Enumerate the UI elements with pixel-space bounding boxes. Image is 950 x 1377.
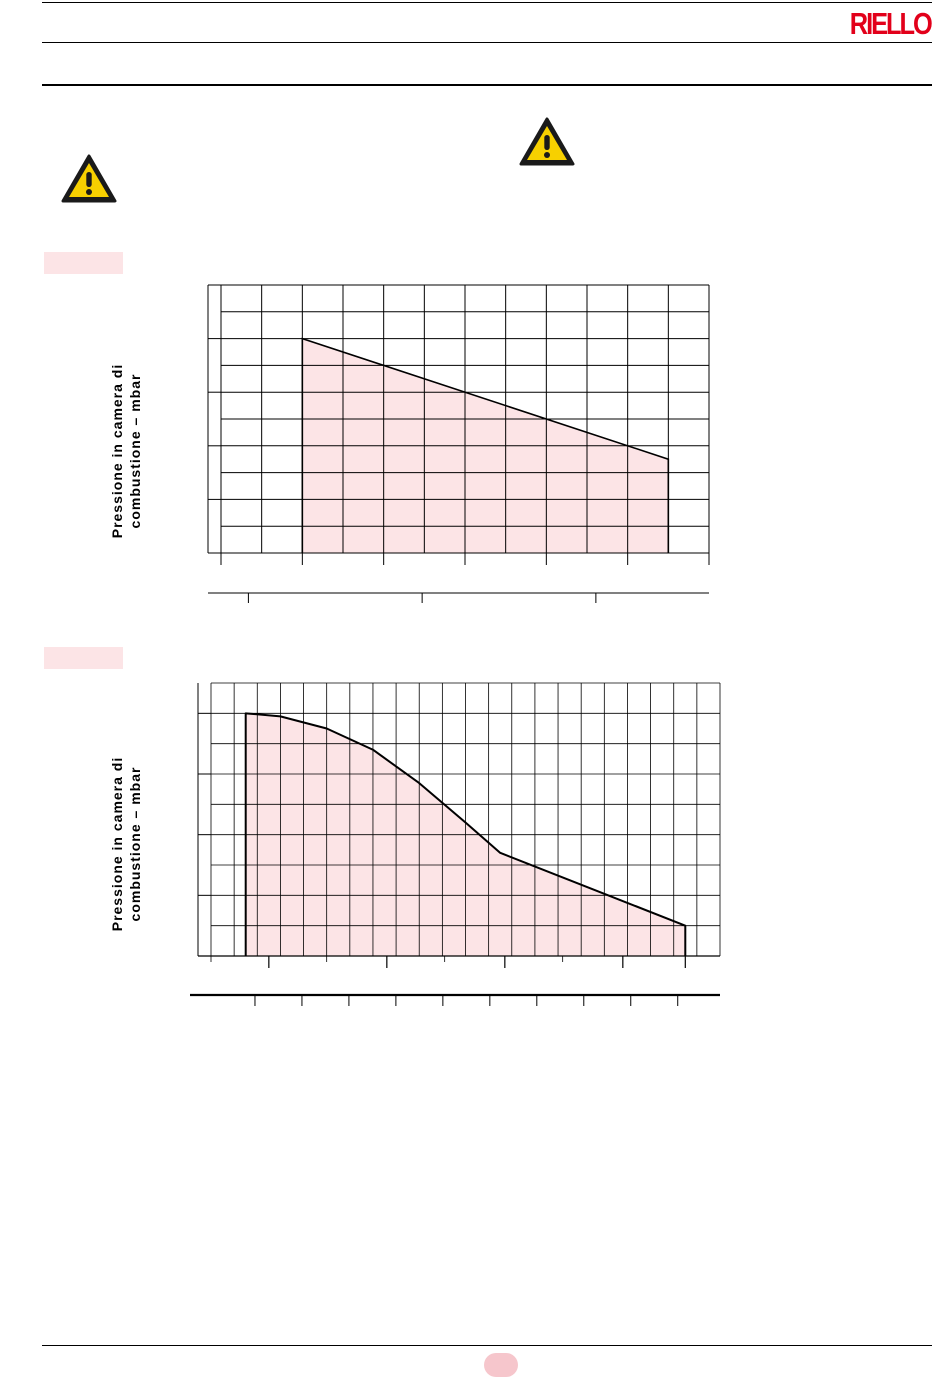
chart1-envelope-line — [301, 337, 670, 553]
chart2-ylabel-line2: combustione – mbar — [127, 766, 143, 922]
chart2-envelope-line — [244, 712, 687, 956]
figure-tag — [44, 647, 123, 669]
header-thick-rule — [42, 84, 932, 86]
brand-wordmark: RIELLO — [850, 5, 933, 41]
figure-tag — [44, 252, 123, 274]
page-number-badge — [484, 1353, 518, 1377]
header-rule — [42, 42, 932, 43]
chart1-ylabel-line1: Pressione in camera di — [109, 363, 125, 539]
chart1-ylabel: Pressione in camera di combustione – mba… — [108, 331, 144, 571]
warning-triangle-icon — [519, 117, 575, 166]
footer-rule — [42, 1345, 932, 1346]
chart1-ylabel-line2: combustione – mbar — [127, 373, 143, 529]
riello-logo: RIELLO — [839, 5, 933, 41]
header-top-rule — [42, 2, 932, 3]
chart1-svg — [207, 284, 710, 603]
warning-triangle-icon — [61, 154, 117, 203]
chart2-ylabel-line1: Pressione in camera di — [109, 756, 125, 932]
chart2-svg — [190, 682, 721, 1006]
chart2-ylabel: Pressione in camera di combustione – mba… — [108, 724, 144, 964]
